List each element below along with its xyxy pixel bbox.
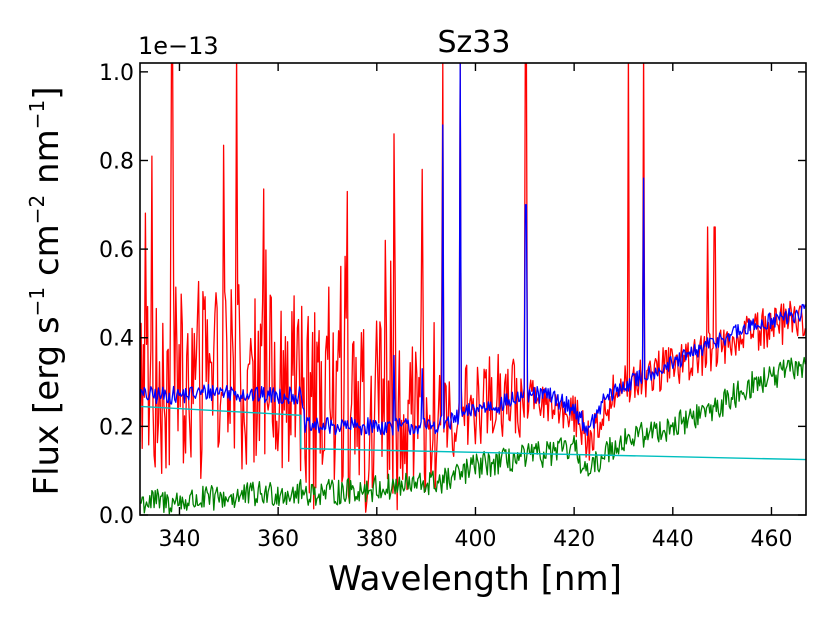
- series-line-photospheric-template: [140, 356, 806, 515]
- ticks-layer: 340 360 380 400 420 440 460 0.0 0.2 0.4 0.6 0.8 1.0: [99, 61, 806, 552]
- x-tick-label: 420: [553, 527, 595, 552]
- y-offset-label: 1e−13: [138, 32, 219, 60]
- y-label-part: Flux [erg s: [27, 316, 67, 495]
- y-label-sup: −1: [25, 287, 49, 316]
- x-tick-label: 340: [158, 527, 200, 552]
- x-axis-label: Wavelength [nm]: [328, 559, 622, 599]
- x-tick-label: 360: [257, 527, 299, 552]
- series-line-model-spectrum: [140, 63, 806, 437]
- y-label-part: cm: [27, 224, 67, 287]
- y-label-sup: −1: [25, 100, 49, 129]
- y-tick-label: 1.0: [99, 61, 134, 86]
- x-tick-label: 440: [652, 527, 694, 552]
- x-tick-label: 400: [454, 527, 496, 552]
- series-line-observed-spectrum: [140, 63, 806, 513]
- series-line-slab-continuum: [140, 405, 806, 461]
- y-label-sup: −2: [25, 195, 49, 224]
- y-tick-label: 0.2: [99, 415, 134, 440]
- chart-title: Sz33: [438, 25, 511, 60]
- y-axis-label: Flux [erg s−1 cm−2 nm−1]: [25, 87, 67, 496]
- y-tick-label: 0.6: [99, 238, 134, 263]
- series-layer: [140, 63, 806, 515]
- y-tick-label: 0.0: [99, 504, 134, 529]
- y-label-part: nm: [27, 129, 67, 194]
- y-tick-label: 0.8: [99, 149, 134, 174]
- x-tick-label: 460: [750, 527, 792, 552]
- y-tick-label: 0.4: [99, 327, 134, 352]
- y-label-part: ]: [27, 87, 67, 100]
- plot-frame: [139, 62, 807, 516]
- x-tick-label: 380: [356, 527, 398, 552]
